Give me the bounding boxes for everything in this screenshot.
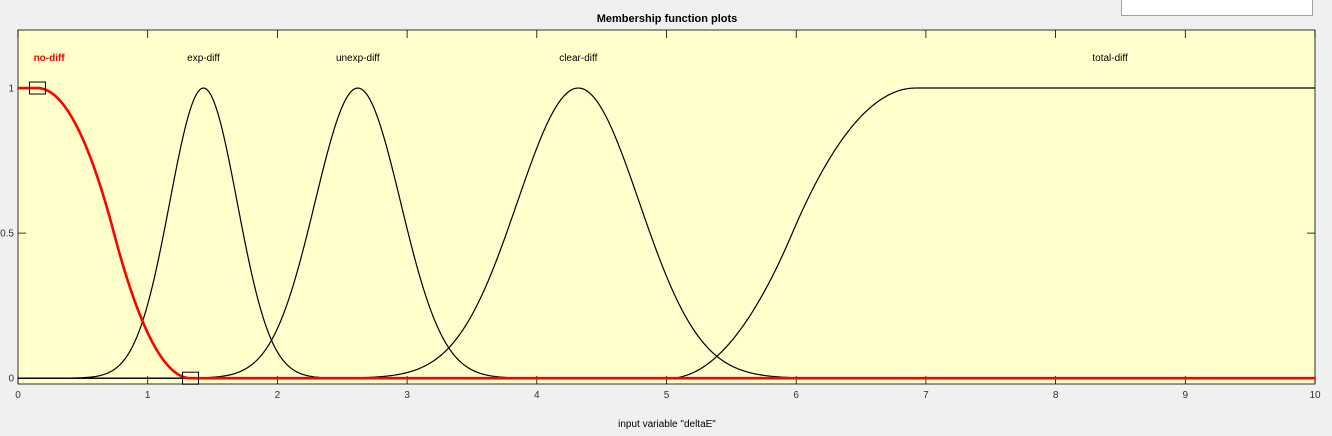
tick-labels-layer: 0 1 2 3 4 5 6 7 8 9 10 0 0.5 1 xyxy=(0,84,1321,401)
top-value-box xyxy=(1121,0,1313,16)
x-tick-label: 8 xyxy=(1053,390,1059,401)
mf-label-unexp-diff: unexp-diff xyxy=(336,53,380,64)
plot-area xyxy=(17,29,1316,385)
x-tick-label: 1 xyxy=(145,390,151,401)
curves-layer xyxy=(18,86,1315,380)
mf-curve-no-diff xyxy=(18,86,1315,380)
mf-param-handle xyxy=(182,371,200,385)
y-tick-label: 0.5 xyxy=(0,229,14,240)
mf-label-clear-diff: clear-diff xyxy=(559,53,597,64)
mf-param-handle xyxy=(28,81,46,95)
handles-layer xyxy=(28,81,200,385)
y-tick-label: 1 xyxy=(8,84,14,95)
x-tick-label: 10 xyxy=(1309,390,1321,401)
x-tick-label: 9 xyxy=(1183,390,1189,401)
mf-label-total-diff: total-diff xyxy=(1092,53,1128,64)
x-axis-label: input variable "deltaE" xyxy=(618,419,716,430)
mf-labels-layer: no-diff exp-diff unexp-diff clear-diff total… xyxy=(34,53,1128,64)
x-tick-label: 4 xyxy=(534,390,540,401)
chart-title: Membership function plots xyxy=(597,13,738,25)
x-tick-label: 7 xyxy=(923,390,929,401)
x-tick-label: 6 xyxy=(793,390,799,401)
x-tick-label: 2 xyxy=(275,390,281,401)
y-tick-label: 0 xyxy=(8,374,14,385)
x-tick-label: 3 xyxy=(404,390,410,401)
mf-label-no-diff: no-diff xyxy=(34,53,66,64)
x-tick-label: 0 xyxy=(15,390,21,401)
x-tick-label: 5 xyxy=(664,390,670,401)
mf-label-exp-diff: exp-diff xyxy=(187,53,220,64)
